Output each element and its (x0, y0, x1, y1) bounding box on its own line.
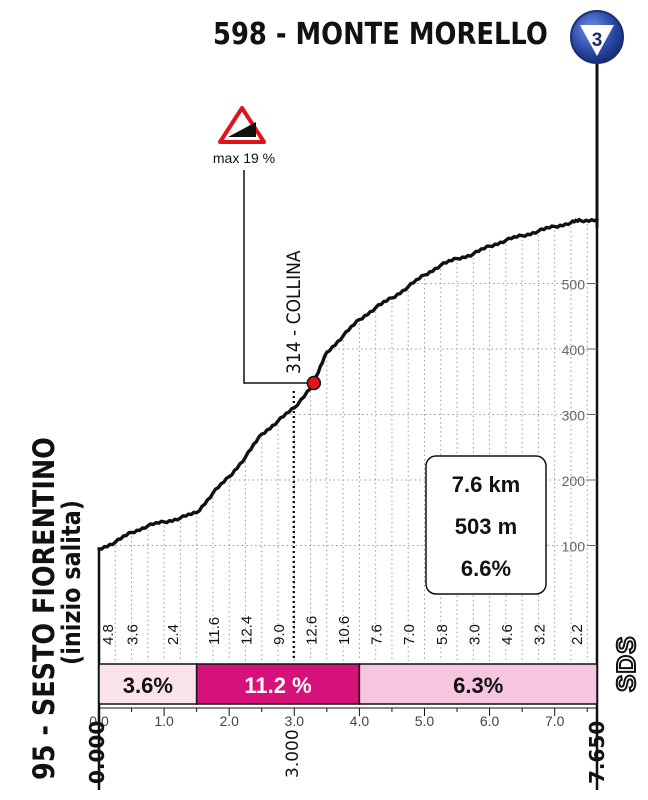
segment-gradient-group: 4.8 (100, 624, 117, 645)
segment-gradient-label: 7.6 (369, 624, 386, 645)
start-label: 95 - SESTO FIORENTINO (29, 437, 62, 780)
segment-gradient-label: 5.8 (434, 624, 451, 645)
segment-gradient-group: 12.6 (304, 616, 321, 645)
axis-ticks: 100 200 300 400 500 0.0 1.0 2.0 3.0 4.0 5.0 6.0 7.0 (89, 219, 599, 790)
max-gradient-callout: max 19 % (213, 106, 308, 384)
segment-gradient-label: 2.2 (569, 624, 586, 645)
segment-gradient-group: 5.8 (434, 624, 451, 645)
x-tick-label: 0.0 (89, 713, 109, 729)
sector-band-label: 3.6% (123, 673, 173, 698)
segment-gradient-label: 3.2 (531, 624, 548, 645)
segment-gradient-label: 10.6 (336, 616, 353, 645)
segment-gradient-label: 2.4 (165, 624, 182, 645)
segment-gradient-label: 12.4 (238, 616, 255, 645)
y-tick-label: 400 (562, 342, 586, 358)
segment-gradient-group: 7.6 (369, 624, 386, 645)
collina-label: 314 - COLLINA (283, 250, 305, 374)
x-tick-label: 4.0 (350, 713, 370, 729)
brand-logo: SDS (611, 636, 641, 692)
x-tick-label: 5.0 (415, 713, 435, 729)
sector-band (98, 663, 198, 705)
x-tick-label: 1.0 (154, 713, 174, 729)
summary-box-frame (425, 455, 547, 595)
y-tick-label: 500 (562, 277, 586, 293)
segment-gradient-group: 4.6 (499, 624, 516, 645)
segment-gradient-group: 2.4 (165, 624, 182, 645)
y-tick-label: 300 (562, 408, 586, 424)
segment-gradient-label: 11.6 (206, 617, 223, 645)
y-tick-label: 200 (562, 473, 586, 489)
sector-band-label: 11.2 % (244, 673, 311, 698)
segment-gradient-label: 4.6 (499, 624, 516, 645)
segment-gradients: 4.8 3.6 2.4 11.6 12.4 9.0 12.6 10.6 7.6 7.0 5.8 3.0… (100, 616, 586, 645)
badge-triangle-icon (580, 25, 614, 56)
segment-gradient-label: 3.6 (125, 624, 142, 645)
badge-number: 3 (592, 30, 603, 51)
slope-glyph (228, 122, 256, 137)
summary-elevation: 503 m (455, 514, 517, 539)
sector-band (195, 663, 361, 705)
segment-gradient-group: 3.0 (466, 624, 483, 645)
segment-gradient-label: 9.0 (271, 624, 288, 645)
summary-box: 7.6 km 503 m 6.6% (425, 455, 547, 595)
grid-lines (111, 224, 593, 661)
summary-distance: 7.6 km (452, 472, 521, 497)
summary-gradient: 6.6% (461, 556, 511, 581)
max-gradient-label: max 19 % (213, 150, 275, 166)
segment-gradient-group: 3.2 (531, 624, 548, 645)
km-marker-collina: 3.000 (283, 729, 303, 778)
x-tick-label: 7.0 (545, 713, 565, 729)
summit-label: 598 - MONTE MORELLO (213, 16, 548, 51)
x-tick-label: 6.0 (480, 713, 500, 729)
sector-band-label: 6.3% (453, 673, 503, 698)
segment-gradient-label: 12.6 (304, 616, 321, 645)
segment-gradient-label: 3.0 (466, 624, 483, 645)
segment-gradient-group: 12.4 (238, 616, 255, 645)
collina-marker-dot (306, 375, 322, 391)
y-tick-label: 100 (562, 539, 586, 555)
x-tick-label: 2.0 (219, 713, 239, 729)
km-marker-start: 0.000 (85, 721, 109, 784)
profile-line (97, 217, 599, 551)
segment-gradient-group: 7.0 (401, 624, 418, 645)
segment-gradient-label: 4.8 (100, 624, 117, 645)
segment-gradient-label: 7.0 (401, 624, 418, 645)
category-badge: 3 (570, 10, 624, 64)
km-marker-finish: 7.650 (585, 721, 609, 784)
x-tick-label: 3.0 (285, 713, 305, 729)
segment-gradient-group: 10.6 (336, 616, 353, 645)
segment-gradient-group: 11.6 (206, 617, 223, 645)
start-sublabel: (inizio salita) (55, 500, 86, 665)
segment-gradient-group: 2.2 (569, 624, 586, 645)
profile-line-layer (97, 217, 599, 551)
segment-gradient-group: 9.0 (271, 624, 288, 645)
sector-band (358, 663, 598, 705)
max-gradient-leader (243, 170, 308, 384)
sector-bands: 3.6% 11.2 % 6.3% (98, 663, 598, 705)
segment-gradient-group: 3.6 (125, 624, 142, 645)
